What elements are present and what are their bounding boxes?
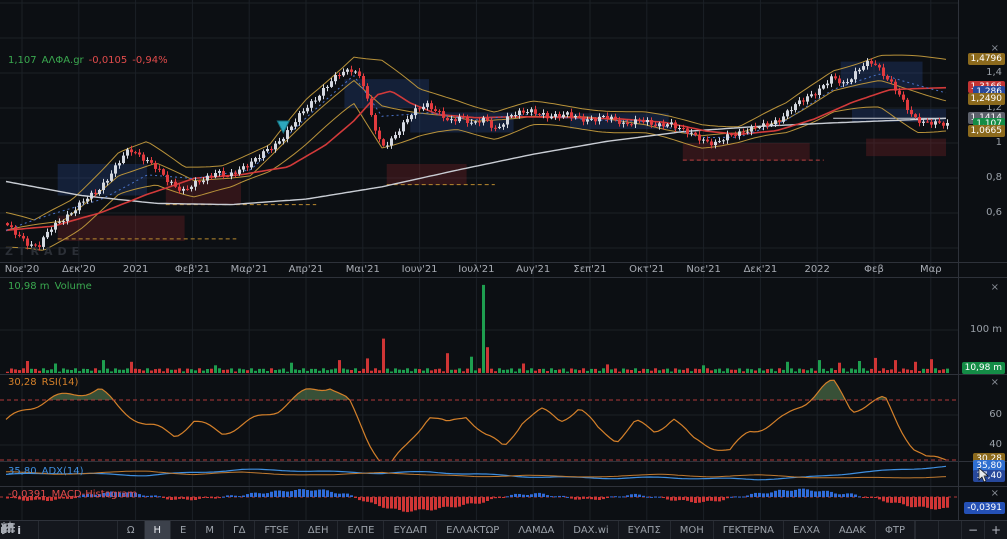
price-tick: 1,2 xyxy=(986,102,1002,113)
price-change-percent: -0,94% xyxy=(132,55,168,66)
volume-panel-close-icon[interactable]: × xyxy=(990,282,999,293)
toolbar-item-ΦΤΡ[interactable]: ΦΤΡ xyxy=(876,521,915,539)
panel-separator xyxy=(0,262,1007,263)
symbol-name: ΑΛΦΑ.gr xyxy=(41,55,84,66)
toolbar-item-ΑΔΑΚ[interactable]: ΑΔΑΚ xyxy=(830,521,876,539)
main-panel-close-icon[interactable]: × xyxy=(990,43,999,54)
price-tick: 0,6 xyxy=(986,207,1002,218)
price-tick: 1,4 xyxy=(986,67,1002,78)
toolbar-item-ΛΑΜΔΑ[interactable]: ΛΑΜΔΑ xyxy=(509,521,565,539)
macd-panel-close-icon[interactable]: × xyxy=(990,488,999,499)
toolbar-item-ΓΔ[interactable]: ΓΔ xyxy=(224,521,256,539)
toolbar-right-group: − + xyxy=(1,521,1007,539)
zoom-out-icon[interactable]: − xyxy=(961,521,984,539)
volume-label: Volume xyxy=(54,281,92,292)
time-axis-label: Φεβ xyxy=(864,264,884,275)
rsi-value: 30,28 xyxy=(8,377,37,388)
price-scale-border xyxy=(958,0,959,521)
info-icon[interactable]: i xyxy=(0,521,40,539)
sell-signal-marker xyxy=(276,120,291,135)
time-axis[interactable]: Νοε'20 Δεκ'20 2021 Φεβ'21 Μαρ'21 Απρ'21 Μαι'21… xyxy=(0,262,958,277)
last-price: 1,107 xyxy=(8,55,37,66)
time-axis-label: Απρ'21 xyxy=(288,264,324,275)
toolbar-item-FTSE[interactable]: FTSE xyxy=(255,521,299,539)
toolbar-item-Ω[interactable]: Ω xyxy=(118,521,145,539)
panel-separator[interactable] xyxy=(0,374,1007,375)
volume-value: 10,98 m xyxy=(8,281,50,292)
platform-watermark: ZTRADE xyxy=(5,245,85,258)
candlestick-chart-icon[interactable] xyxy=(2,521,938,539)
toolbar-item-ΓΕΚΤΕΡΝΑ[interactable]: ΓΕΚΤΕΡΝΑ xyxy=(714,521,785,539)
time-axis-label: Δεκ'20 xyxy=(61,264,96,275)
price-label: 1,4796 xyxy=(967,52,1005,65)
macd-label: MACD-Histogram xyxy=(51,489,138,500)
time-axis-label: Δεκ'21 xyxy=(743,264,778,275)
rsi-legend: 30,28 RSI(14) xyxy=(8,377,83,388)
watchlist-icon[interactable] xyxy=(1,521,118,539)
macd-value-label: -0,0391 xyxy=(964,502,1005,515)
price-change: -0,0105 xyxy=(88,55,128,66)
price-label: 1,0665 xyxy=(967,124,1005,137)
panel-separator xyxy=(0,520,1007,521)
pencil-icon[interactable] xyxy=(1,521,79,539)
volume-legend: 10,98 m Volume xyxy=(8,281,97,292)
time-axis-label: Νοε'20 xyxy=(4,264,40,275)
time-axis-label: Αυγ'21 xyxy=(516,264,551,275)
volume-value-label: 10,98 m xyxy=(961,361,1005,374)
rsi-label: RSI(14) xyxy=(41,377,79,388)
time-axis-label: Μαρ xyxy=(920,264,942,275)
bar-chart-icon[interactable] xyxy=(1,521,961,539)
toolbar-item-ΔΕΗ[interactable]: ΔΕΗ xyxy=(299,521,339,539)
main-chart-legend: 1,107 ΑΛΦΑ.gr -0,0105 -0,94% xyxy=(8,55,173,66)
adx-legend: 35,80 ADX(14) xyxy=(8,466,89,477)
toolbar-item-Η[interactable]: Η xyxy=(144,521,172,539)
rsi-panel-close-icon[interactable]: × xyxy=(990,377,999,388)
time-axis-label: Νοε'21 xyxy=(686,264,721,275)
adx-label: ADX(14) xyxy=(41,466,84,477)
time-axis-label: 2022 xyxy=(804,264,830,275)
toolbar-item-ΕΛΛΑΚΤΩΡ[interactable]: ΕΛΛΑΚΤΩΡ xyxy=(437,521,510,539)
macd-legend: -0,0391 MACD-Histogram xyxy=(8,489,142,500)
toolbar-item-ΕΛΧΑ[interactable]: ΕΛΧΑ xyxy=(784,521,830,539)
toolbar-item-DAX.wi[interactable]: DAX.wi xyxy=(564,521,619,539)
time-axis-label: Οκτ'21 xyxy=(629,264,665,275)
toolbar-item-ΕΛΠΕ[interactable]: ΕΛΠΕ xyxy=(338,521,385,539)
time-axis-label: Μαι'21 xyxy=(345,264,380,275)
toolbar-item-ΕΥΔΑΠ[interactable]: ΕΥΔΑΠ xyxy=(384,521,438,539)
rsi-tick: 40 xyxy=(989,439,1002,450)
volume-tick: 100 m xyxy=(969,324,1002,335)
panel-separator[interactable] xyxy=(0,461,1007,462)
mouse-cursor xyxy=(978,468,989,483)
price-tick: 1 xyxy=(995,137,1002,148)
adx-value: 35,80 xyxy=(8,466,37,477)
time-axis-label: Σεπ'21 xyxy=(573,264,607,275)
toolbar-item-Ε[interactable]: Ε xyxy=(171,521,197,539)
rsi-tick: 60 xyxy=(989,409,1002,420)
price-tick: 0,8 xyxy=(986,172,1002,183)
time-axis-label: 2021 xyxy=(122,264,149,275)
toolbar-item-Μ[interactable]: Μ xyxy=(196,521,224,539)
bottom-toolbar: i Ω Η Ε Μ ΓΔ FTSE ΔΕΗ ΕΛΠΕ ΕΥΔΑΠ ΕΛΛΑΚΤΩΡ ΛΑΜΔΑ DAX.… xyxy=(0,521,1007,539)
chart-canvas[interactable] xyxy=(0,0,958,521)
time-axis-label: Φεβ'21 xyxy=(174,264,210,275)
panel-separator xyxy=(0,277,1007,278)
zoom-in-icon[interactable]: + xyxy=(984,521,1007,539)
time-axis-label: Ιουν'21 xyxy=(401,264,438,275)
adx-value-label: 35,80 xyxy=(973,459,1005,472)
toolbar-item-ΜΟΗ[interactable]: ΜΟΗ xyxy=(671,521,714,539)
time-axis-label: Ιουλ'21 xyxy=(458,264,495,275)
time-axis-label: Μαρ'21 xyxy=(230,264,268,275)
toolbar-item-ΕΥΑΠΣ[interactable]: ΕΥΑΠΣ xyxy=(619,521,671,539)
macd-value: -0,0391 xyxy=(8,489,47,500)
price-label: 1,2490 xyxy=(967,92,1005,105)
panel-separator[interactable] xyxy=(0,486,1007,487)
